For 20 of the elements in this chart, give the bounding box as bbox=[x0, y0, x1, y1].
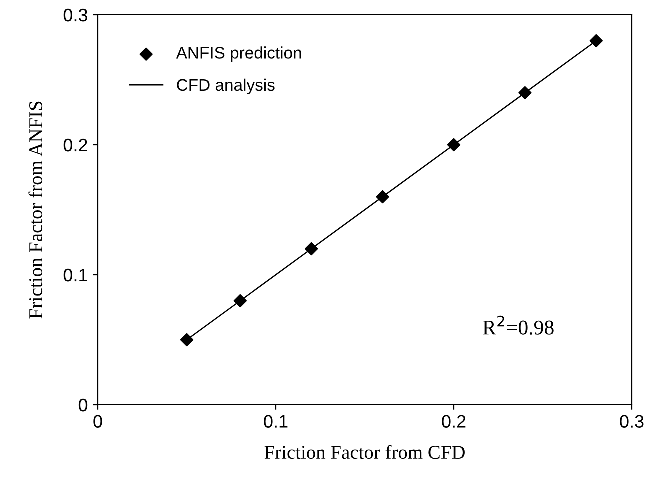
x-tick-label: 0.2 bbox=[442, 415, 466, 428]
x-tick-label: 0.1 bbox=[264, 415, 288, 428]
y-tick-label: 0.3 bbox=[64, 8, 88, 22]
x-tick-label: 0.3 bbox=[620, 415, 644, 428]
x-tick-label: 0 bbox=[94, 415, 102, 428]
legend-label: ANFIS prediction bbox=[176, 46, 302, 62]
point bbox=[518, 86, 532, 100]
point bbox=[590, 34, 603, 48]
y-axis-title: Friction Factor from ANFIS bbox=[28, 102, 43, 319]
point bbox=[376, 190, 390, 204]
point bbox=[305, 242, 318, 256]
y-tick-label: 0 bbox=[78, 398, 88, 412]
point bbox=[180, 333, 194, 347]
legend-label: CFD analysis bbox=[177, 78, 275, 94]
y-tick-label: 0.1 bbox=[64, 268, 88, 282]
y-tick-label: 0.2 bbox=[64, 138, 88, 152]
point bbox=[447, 138, 461, 152]
annotation: R$^{2}$=0.98 bbox=[483, 316, 554, 335]
x-axis-title: Friction Factor from CFD bbox=[264, 445, 465, 460]
point bbox=[234, 294, 247, 308]
